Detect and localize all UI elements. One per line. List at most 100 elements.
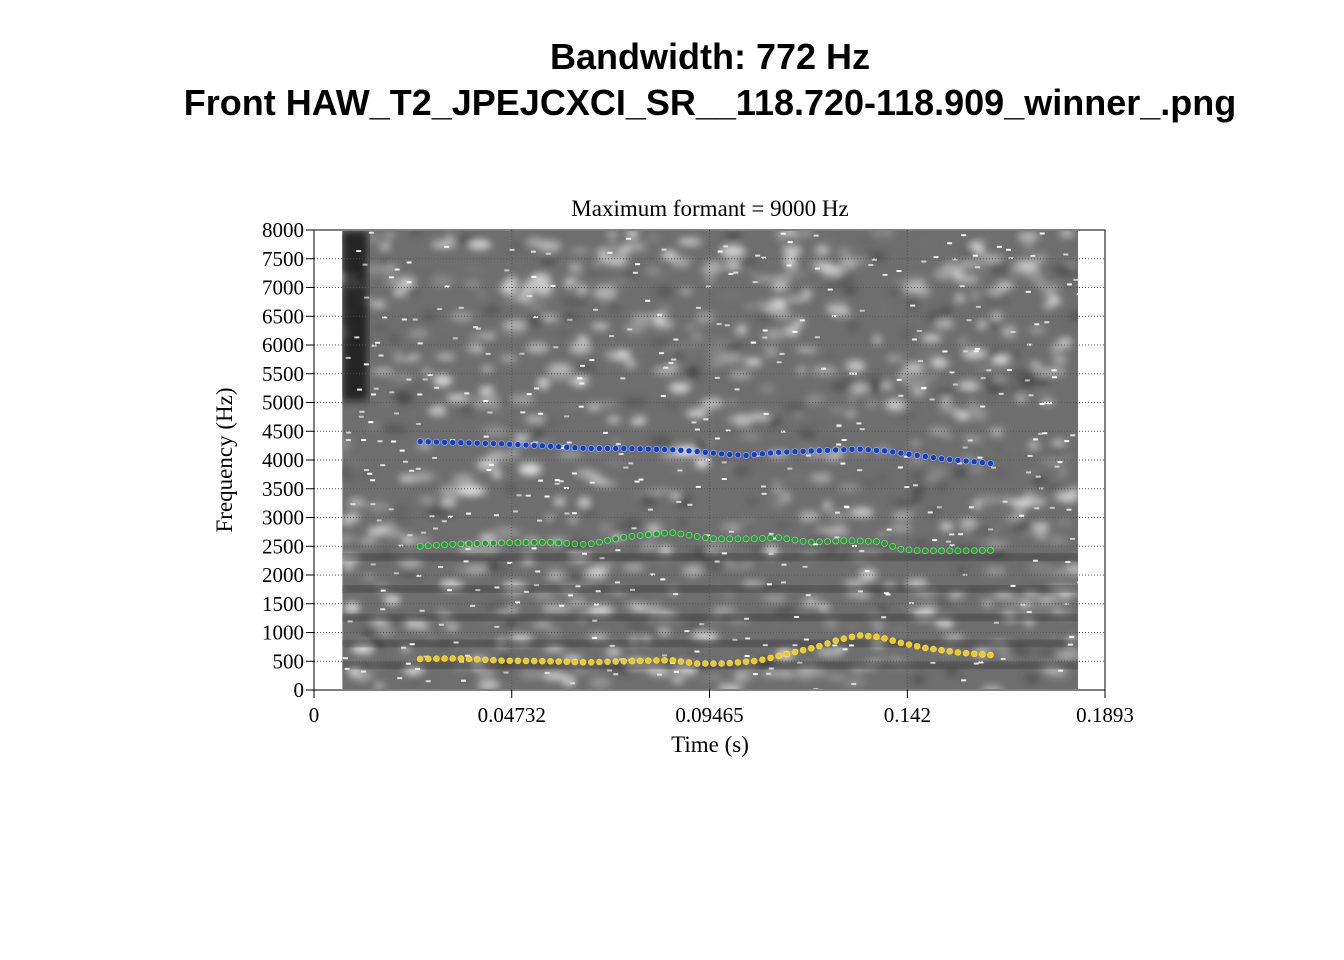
formant-point (799, 646, 807, 654)
formant-point (873, 538, 880, 545)
y-tick-label: 3000 (262, 506, 304, 530)
formant-point (490, 656, 497, 664)
formant-point (416, 542, 424, 550)
y-tick-label: 7500 (262, 247, 304, 271)
formant-point (644, 445, 652, 453)
formant-point (783, 448, 791, 456)
formant-point (897, 639, 905, 647)
formant-point (644, 531, 652, 539)
formant-point (612, 445, 619, 452)
formant-point (424, 438, 432, 446)
y-tick-label: 1000 (262, 621, 304, 645)
formant-point (767, 654, 774, 662)
formant-point (465, 439, 473, 447)
formant-point (710, 535, 717, 543)
formant-point (424, 655, 432, 663)
formant-point (579, 658, 587, 666)
y-tick-label: 7000 (262, 276, 304, 300)
formant-point (905, 450, 913, 458)
formant-point (905, 546, 913, 554)
figure-title-line2: Front HAW_T2_JPEJCXCI_SR__118.720-118.90… (183, 82, 1237, 123)
formant-point (979, 547, 986, 554)
y-tick-label: 1500 (262, 592, 304, 616)
formant-point (702, 534, 709, 541)
formant-point (620, 657, 628, 665)
formant-point (522, 441, 530, 449)
formant-point (669, 529, 677, 537)
formant-point (612, 535, 619, 543)
formant-point (702, 660, 709, 667)
formant-point (449, 439, 457, 446)
formant-point (661, 529, 668, 537)
formant-point (864, 446, 872, 454)
formant-point (539, 442, 546, 450)
formant-point (596, 538, 603, 546)
formant-point (726, 451, 734, 458)
formant-point (913, 452, 921, 459)
formant-point (791, 448, 799, 455)
formant-point (498, 657, 505, 664)
formant-point (547, 442, 554, 450)
y-tick-label: 6500 (262, 304, 304, 328)
formant-point (693, 448, 701, 455)
formant-point (636, 657, 644, 665)
formant-point (759, 656, 766, 664)
formant-point (563, 539, 571, 547)
formant-point (856, 632, 864, 639)
formant-point (726, 659, 734, 667)
formant-point (970, 650, 978, 658)
y-tick-label: 2500 (262, 534, 304, 558)
formant-point (726, 535, 734, 543)
formant-point (962, 457, 970, 465)
formant-point (506, 539, 514, 547)
y-tick-label: 5500 (262, 362, 304, 386)
formant-point (922, 547, 929, 555)
formant-point (522, 539, 530, 546)
formant-point (897, 545, 905, 553)
y-tick-label: 6000 (262, 333, 304, 357)
formant-point (473, 439, 481, 447)
formant-point (970, 547, 978, 554)
formant-point (767, 449, 774, 457)
formant-point (514, 441, 522, 448)
formant-point (832, 637, 839, 645)
x-tick-label: 0 (309, 703, 320, 727)
y-tick-label: 500 (273, 649, 305, 673)
formant-point (840, 537, 848, 544)
formant-point (759, 534, 766, 542)
formant-point (938, 547, 945, 555)
formant-point (490, 440, 497, 447)
formant-point (530, 442, 538, 449)
formant-point (775, 534, 782, 541)
formant-point (889, 637, 897, 644)
formant-point (693, 660, 701, 667)
formant-point (938, 646, 945, 654)
formant-point (702, 448, 709, 456)
formant-point (987, 460, 994, 467)
formant-point (685, 531, 693, 539)
formant-point (506, 657, 514, 665)
formant-point (881, 635, 888, 642)
formant-point (514, 657, 522, 665)
y-tick-label: 3500 (262, 477, 304, 501)
formant-point (848, 633, 856, 641)
formant-point (816, 447, 823, 454)
formant-point (473, 540, 481, 547)
formant-point (628, 533, 636, 540)
formant-point (661, 656, 668, 664)
formant-point (954, 456, 962, 464)
formant-point (807, 644, 815, 652)
formant-point (799, 447, 807, 455)
formant-point (767, 534, 774, 542)
formant-point (555, 658, 562, 665)
formant-point (433, 655, 440, 663)
formant-point (579, 444, 587, 452)
formant-point (677, 658, 685, 665)
formant-point (864, 632, 872, 640)
formant-point (824, 447, 831, 454)
formant-point (832, 446, 839, 454)
formant-point (539, 657, 546, 665)
formant-point (930, 547, 937, 555)
y-tick-label: 8000 (262, 218, 304, 242)
formant-point (905, 641, 913, 648)
